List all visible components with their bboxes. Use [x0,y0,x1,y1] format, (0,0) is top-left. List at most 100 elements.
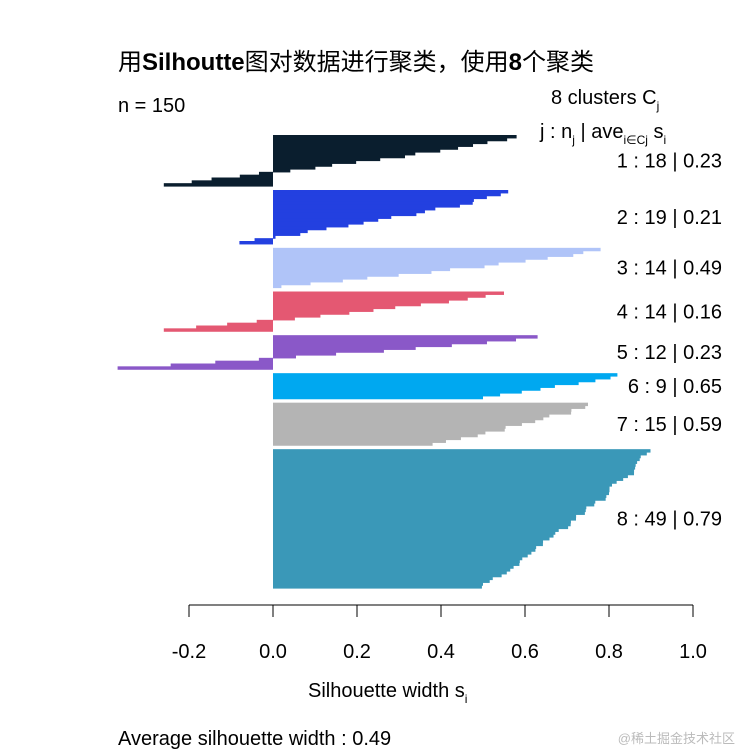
silhouette-bar [273,157,381,162]
silhouette-bar [273,373,618,377]
silhouette-bar [273,494,607,498]
silhouette-bar [273,235,276,239]
silhouette-bar [273,300,449,304]
silhouette-bar [273,471,635,476]
silhouette-bar [273,556,523,561]
silhouette-bar [273,466,636,470]
silhouette-bar [273,390,522,394]
silhouette-bar [273,146,459,150]
silhouette-bar [254,238,273,242]
silhouette-bar [196,325,273,329]
silhouette-bar [273,346,416,350]
chart-title: 用Silhoutte图对数据进行聚类，使用8个聚类 [118,49,594,76]
cluster-label-6: 6 : 9 | 0.65 [628,376,722,398]
silhouette-bar [258,171,273,176]
silhouette-bar [273,514,577,518]
silhouette-bar [273,207,436,211]
silhouette-bar [273,149,441,153]
silhouette-bar [211,177,273,181]
x-tick-label: 0.8 [595,641,623,663]
header-s-sub: i [664,133,667,147]
silhouette-bar [239,174,273,179]
silhouette-bar [273,483,613,487]
silhouette-bar [273,500,596,504]
silhouette-bar [273,273,399,277]
average-silhouette-footer: Average silhouette width : 0.49 [118,728,391,750]
silhouette-bar [273,169,291,173]
silhouette-bar [273,551,532,555]
silhouette-bar [273,491,609,496]
silhouette-bar [273,528,559,532]
header-j-sub: j [571,133,575,147]
silhouette-bar [273,428,505,432]
silhouette-bar [273,378,596,383]
watermark: @稀土掘金技术社区 [618,731,735,746]
silhouette-bar [273,140,488,145]
silhouette-bar [273,279,343,283]
silhouette-bar [273,218,379,222]
silhouette-bar [273,477,624,481]
silhouette-bar [273,576,493,581]
silhouette-bar [273,405,586,409]
silhouette-bar [273,259,526,263]
header-clusters-sub: j [656,99,660,113]
cluster-label-1: 1 : 18 | 0.23 [617,151,722,173]
x-tick-label: 0.0 [259,641,287,663]
silhouette-bar [273,497,606,501]
silhouette-bar [273,349,384,353]
silhouette-bar [273,212,417,217]
silhouette-bar [273,256,548,260]
cluster-label-5: 5 : 12 | 0.23 [617,342,722,364]
silhouette-bar [273,463,636,467]
title-part3: 个聚类 [522,49,594,76]
silhouette-bar [273,460,638,464]
silhouette-bar [273,525,569,530]
x-tick-label: -0.2 [172,641,206,663]
silhouette-bar [273,376,611,380]
silhouette-bar [273,534,554,538]
silhouette-bar [273,250,584,255]
silhouette-bar [273,565,514,569]
x-tick-label: 0.2 [343,641,371,663]
silhouette-bar [273,135,517,139]
silhouette-bar [273,198,474,202]
silhouette-bar [273,571,507,575]
silhouette-bar [273,517,577,521]
header-clusters: 8 clusters Cj [551,87,659,113]
silhouette-bar [273,454,641,459]
cluster-label-2: 2 : 19 | 0.21 [617,207,722,229]
silhouette-bar [273,505,587,510]
silhouette-bar [273,192,501,197]
x-tick-label: 1.0 [679,641,707,663]
header-ave: | ave [575,121,624,143]
silhouette-bar [227,322,273,327]
silhouette-bar [273,305,396,310]
x-tick-label: 0.4 [427,641,455,663]
silhouette-bar [273,143,474,147]
silhouette-bar [273,163,333,167]
silhouette-bar [273,166,316,170]
silhouette-bar [273,585,482,589]
x-axis-label: Silhouette width si [308,680,467,706]
silhouette-bar [273,419,536,424]
silhouette-bar [273,539,544,544]
silhouette-bar [273,562,520,566]
cluster-label-7: 7 : 15 | 0.59 [617,414,722,436]
silhouette-bar [273,262,499,266]
x-axis-label-sub: i [465,692,468,706]
silhouette-bar [117,366,273,370]
silhouette-bar [273,431,486,435]
silhouette-bar [273,381,579,386]
silhouette-bar [239,241,273,245]
silhouette-bar [273,160,357,164]
silhouette-bar [273,338,517,342]
silhouette-bar [273,297,468,301]
silhouette-bar [273,531,556,535]
silhouette-bar [273,201,473,205]
silhouette-bar [273,387,541,391]
silhouette-bar [163,328,273,332]
silhouette-bar [273,276,368,280]
title-part1: 用 [118,49,142,76]
silhouette-bar [273,469,635,473]
silhouette-bar [273,436,461,441]
